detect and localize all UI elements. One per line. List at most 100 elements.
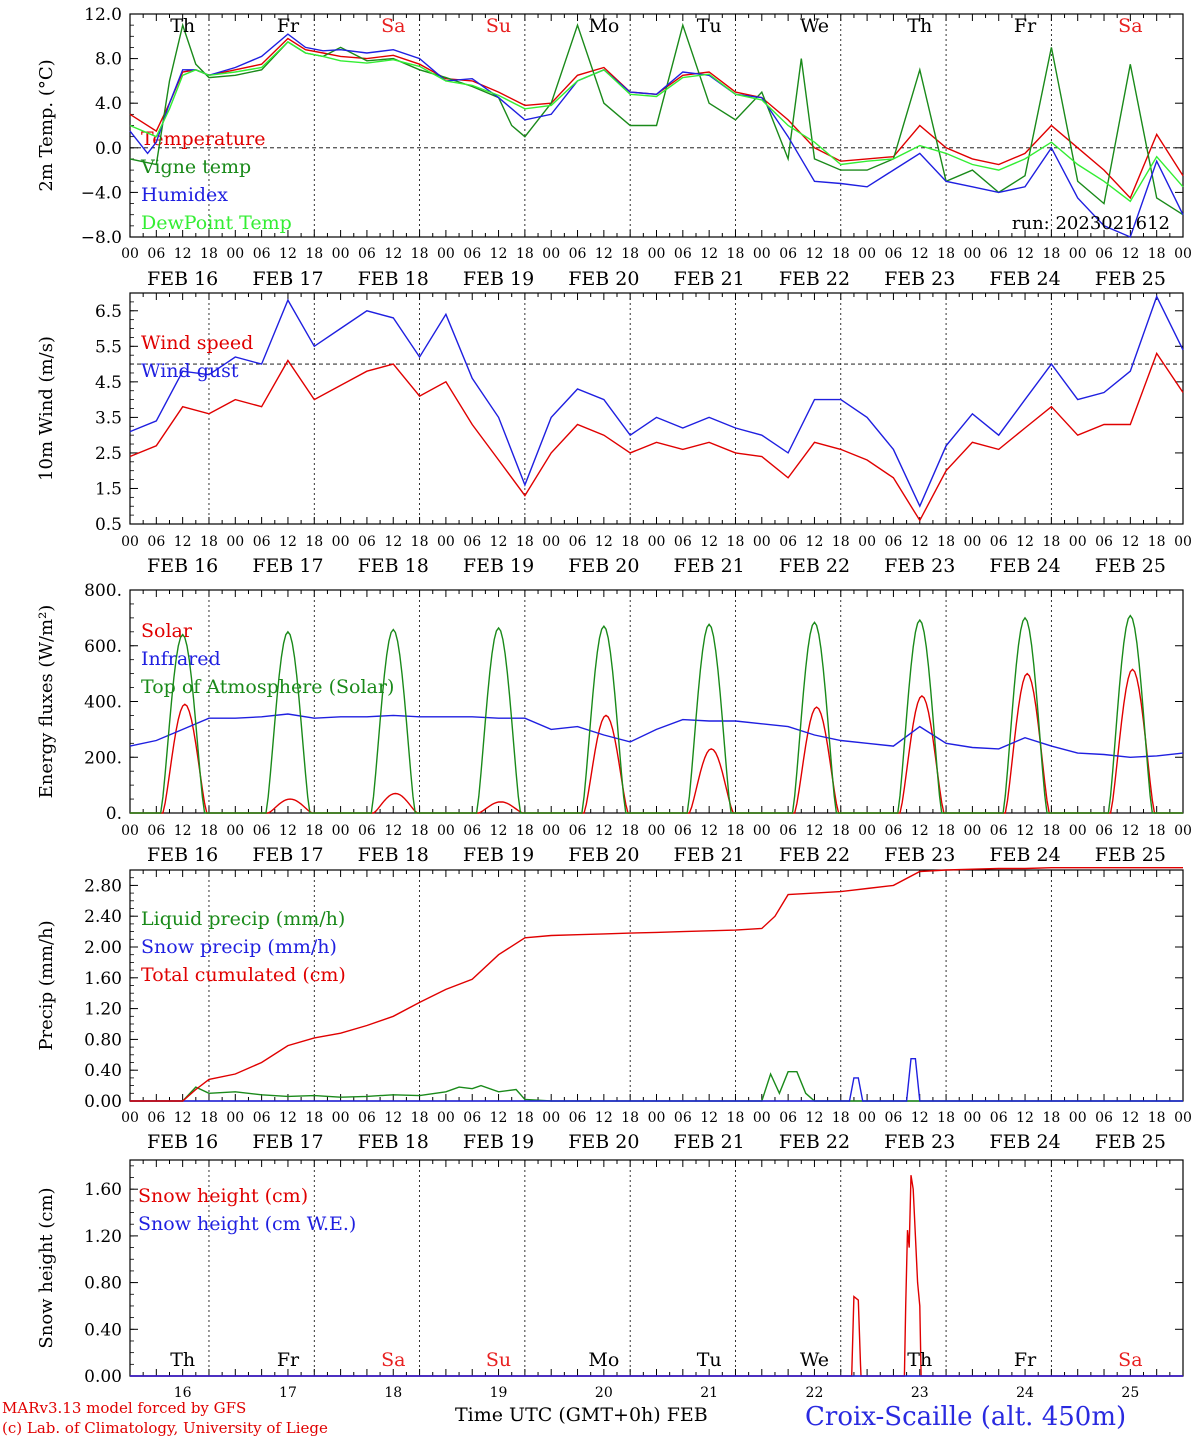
day-number-label: 23 bbox=[911, 1385, 929, 1401]
panel-0-series-1-line bbox=[129, 22, 1184, 216]
panel-0-date-label: FEB 16 bbox=[147, 268, 218, 290]
x-axis-title-text: Time UTC (GMT+0h) bbox=[455, 1404, 661, 1426]
panel-3-hour-tick-label: 06 bbox=[674, 1110, 692, 1126]
panel-2-hour-tick-label: 00 bbox=[542, 823, 560, 839]
panel-3-date-label: FEB 19 bbox=[463, 1131, 534, 1153]
panel-4-legend-1: Snow height (cm W.E.) bbox=[138, 1213, 356, 1235]
panel-2-hour-tick-label: 12 bbox=[1016, 823, 1034, 839]
panel-0-hour-tick-label: 18 bbox=[621, 246, 639, 262]
panel-0-date-label: FEB 18 bbox=[358, 268, 429, 290]
panel-3-series-2-line bbox=[130, 867, 1183, 1102]
panel-1-frame bbox=[129, 292, 1184, 525]
panel-0-hour-tick-label: 18 bbox=[727, 246, 745, 262]
panel-4-y-tick-label: 0.80 bbox=[84, 1274, 122, 1294]
panel-1-date-label: FEB 20 bbox=[568, 555, 639, 577]
panel-3-hour-tick-label: 00 bbox=[648, 1110, 666, 1126]
panel-0-date-label: FEB 20 bbox=[568, 268, 639, 290]
lab-credit: (c) Lab. of Climatology, University of L… bbox=[2, 1419, 328, 1437]
panel-3-legend-1: Snow precip (mm/h) bbox=[141, 936, 337, 958]
day-label-bottom: We bbox=[800, 1349, 829, 1371]
panel-1-hour-tick-label: 00 bbox=[753, 534, 771, 550]
panel-1-date-label: FEB 23 bbox=[884, 555, 955, 577]
panel-0-hour-tick-label: 12 bbox=[384, 246, 402, 262]
panel-2-hour-tick-label: 18 bbox=[621, 823, 639, 839]
panel-2-hour-tick-label: 06 bbox=[674, 823, 692, 839]
panel-2-date-label: FEB 18 bbox=[358, 844, 429, 866]
panel-1-hour-tick-label: 18 bbox=[200, 534, 218, 550]
panel-0-hour-tick-label: 12 bbox=[700, 246, 718, 262]
panel-1-legend-0: Wind speed bbox=[141, 332, 253, 354]
panel-3-hour-tick-label: 00 bbox=[542, 1110, 560, 1126]
panel-1-y-tick-label: 0.5 bbox=[95, 515, 122, 535]
panel-2-hour-tick-label: 18 bbox=[1042, 823, 1060, 839]
panel-1-hour-tick-label: 12 bbox=[595, 534, 613, 550]
panel-0-y-tick-label: 4.0 bbox=[95, 94, 122, 114]
panel-0-hour-tick-label: 18 bbox=[937, 246, 955, 262]
panel-2-date-label: FEB 21 bbox=[674, 844, 745, 866]
panel-3-hour-tick-label: 18 bbox=[200, 1110, 218, 1126]
panel-2-hour-tick-label: 00 bbox=[332, 823, 350, 839]
panel-2-date-label: FEB 23 bbox=[884, 844, 955, 866]
panel-2-y-tick-label: 800. bbox=[84, 581, 122, 601]
panel-3-hour-tick-label: 00 bbox=[753, 1110, 771, 1126]
panel-1-series-1-line bbox=[129, 294, 1184, 508]
panel-3-hour-tick-label: 12 bbox=[1121, 1110, 1139, 1126]
panel-3-date-label: FEB 25 bbox=[1095, 1131, 1166, 1153]
panel-0-hour-tick-label: 00 bbox=[963, 246, 981, 262]
day-number-label: 18 bbox=[384, 1385, 402, 1401]
panel-0-hour-tick-label: 12 bbox=[279, 246, 297, 262]
panel-0-hour-tick-label: 18 bbox=[200, 246, 218, 262]
panel-0-legend-2: Humidex bbox=[141, 184, 228, 206]
panel-3-hour-tick-label: 12 bbox=[1016, 1110, 1034, 1126]
panel-3-y-tick-label: 1.20 bbox=[84, 1000, 122, 1020]
panel-3-date-label: FEB 16 bbox=[147, 1131, 218, 1153]
panel-0-hour-tick-label: 00 bbox=[1174, 246, 1192, 262]
panel-3-hour-tick-label: 18 bbox=[727, 1110, 745, 1126]
panel-3-hour-tick-label: 18 bbox=[1148, 1110, 1166, 1126]
panel-3-hour-tick-label: 00 bbox=[437, 1110, 455, 1126]
panel-0-hour-tick-label: 00 bbox=[648, 246, 666, 262]
panel-0-hour-tick-label: 06 bbox=[253, 246, 271, 262]
panel-2-hour-tick-label: 00 bbox=[1174, 823, 1192, 839]
panel-1-date-label: FEB 19 bbox=[463, 555, 534, 577]
panel-0-hour-tick-label: 00 bbox=[542, 246, 560, 262]
panel-3-hour-tick-label: 18 bbox=[305, 1110, 323, 1126]
panel-3-hour-tick-label: 06 bbox=[1095, 1110, 1113, 1126]
panel-1-hour-tick-label: 12 bbox=[806, 534, 824, 550]
panel-2-hour-tick-label: 06 bbox=[463, 823, 481, 839]
panel-3-date-label: FEB 17 bbox=[252, 1131, 323, 1153]
panel-2-date-label: FEB 24 bbox=[989, 844, 1060, 866]
panel-0-hour-tick-label: 00 bbox=[1069, 246, 1087, 262]
panel-2-date-label: FEB 19 bbox=[463, 844, 534, 866]
panel-4-y-tick-label: 1.60 bbox=[84, 1180, 122, 1200]
panel-3-hour-tick-label: 12 bbox=[806, 1110, 824, 1126]
panel-3-y-label: Precip (mm/h) bbox=[36, 920, 57, 1050]
panel-0-y-tick-label: −8.0 bbox=[81, 228, 122, 248]
panel-1-hour-tick-label: 00 bbox=[963, 534, 981, 550]
panel-0-hour-tick-label: 18 bbox=[1042, 246, 1060, 262]
panel-1-hour-tick-label: 00 bbox=[542, 534, 560, 550]
panel-2-hour-tick-label: 00 bbox=[437, 823, 455, 839]
panel-1-hour-tick-label: 00 bbox=[437, 534, 455, 550]
station-name: Croix-Scaille (alt. 450m) bbox=[805, 1402, 1127, 1432]
panel-2-legend-2: Top of Atmosphere (Solar) bbox=[141, 676, 394, 698]
day-label-top: Su bbox=[486, 15, 511, 37]
panel-3-hour-tick-label: 12 bbox=[279, 1110, 297, 1126]
panel-0-hour-tick-label: 12 bbox=[1016, 246, 1034, 262]
panel-2-hour-tick-label: 18 bbox=[832, 823, 850, 839]
day-number-label: 16 bbox=[174, 1385, 192, 1401]
day-label-bottom: Th bbox=[907, 1349, 932, 1371]
panel-1-hour-tick-label: 06 bbox=[463, 534, 481, 550]
panel-2-hour-tick-label: 18 bbox=[937, 823, 955, 839]
panel-3-hour-tick-label: 06 bbox=[358, 1110, 376, 1126]
panel-1-hour-tick-label: 12 bbox=[1016, 534, 1034, 550]
panel-1-date-label: FEB 18 bbox=[358, 555, 429, 577]
panel-1-hour-tick-label: 12 bbox=[700, 534, 718, 550]
panel-2-hour-tick-label: 18 bbox=[411, 823, 429, 839]
panel-1-hour-tick-label: 12 bbox=[279, 534, 297, 550]
panel-2-hour-tick-label: 06 bbox=[358, 823, 376, 839]
panel-2-hour-tick-label: 18 bbox=[305, 823, 323, 839]
panel-1-hour-tick-label: 00 bbox=[121, 534, 139, 550]
panel-2-hour-tick-label: 18 bbox=[727, 823, 745, 839]
